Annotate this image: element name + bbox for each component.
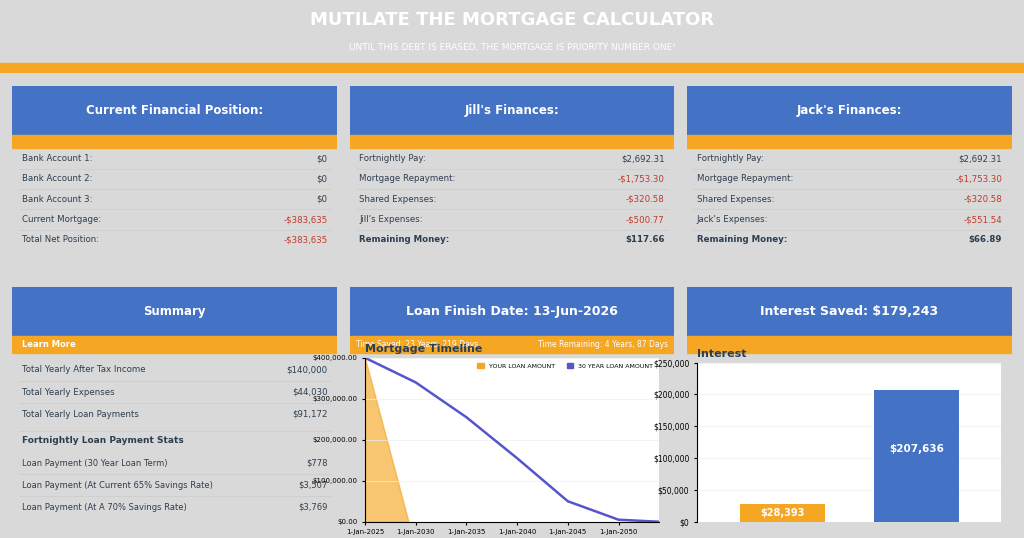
Text: MUTILATE THE MORTGAGE CALCULATOR: MUTILATE THE MORTGAGE CALCULATOR xyxy=(310,11,714,30)
Text: Interest Saved: $179,243: Interest Saved: $179,243 xyxy=(760,305,938,318)
Text: Time Saved: 23 Years, 219 Days: Time Saved: 23 Years, 219 Days xyxy=(356,340,478,349)
Bar xyxy=(0,63,1024,73)
Text: Shared Expenses:: Shared Expenses: xyxy=(696,195,774,204)
Bar xyxy=(12,287,337,336)
Text: Remaining Money:: Remaining Money: xyxy=(696,236,786,244)
Text: $44,030: $44,030 xyxy=(292,387,328,397)
Text: Bank Account 2:: Bank Account 2: xyxy=(23,174,92,183)
Text: $0: $0 xyxy=(316,174,328,183)
Text: $117.66: $117.66 xyxy=(626,236,665,244)
Bar xyxy=(349,135,675,148)
Text: Remaining Money:: Remaining Money: xyxy=(359,236,450,244)
Text: Learn More: Learn More xyxy=(23,340,76,349)
Text: Jill's Expenses:: Jill's Expenses: xyxy=(359,215,423,224)
Text: Fortnightly Loan Payment Stats: Fortnightly Loan Payment Stats xyxy=(23,436,183,445)
Text: Loan Payment (At A 70% Savings Rate): Loan Payment (At A 70% Savings Rate) xyxy=(23,502,186,512)
Text: Total Net Position:: Total Net Position: xyxy=(23,236,99,244)
Text: Total Yearly After Tax Income: Total Yearly After Tax Income xyxy=(23,365,145,374)
Text: Loan Finish Date: 13-Jun-2026: Loan Finish Date: 13-Jun-2026 xyxy=(407,305,617,318)
Text: Summary: Summary xyxy=(143,305,206,318)
Bar xyxy=(12,336,337,353)
Text: Current Mortgage:: Current Mortgage: xyxy=(23,215,101,224)
Text: UNTIL THIS DEBT IS ERASED, THE MORTGAGE IS PRIORITY NUMBER ONE!: UNTIL THIS DEBT IS ERASED, THE MORTGAGE … xyxy=(348,43,676,52)
Bar xyxy=(687,135,1012,148)
Text: Fortnightly Pay:: Fortnightly Pay: xyxy=(696,154,763,163)
Text: Total Yearly Expenses: Total Yearly Expenses xyxy=(23,387,115,397)
Bar xyxy=(349,86,675,136)
Text: $3,769: $3,769 xyxy=(298,502,328,512)
Text: -$383,635: -$383,635 xyxy=(284,236,328,244)
Text: Jill's Finances:: Jill's Finances: xyxy=(465,104,559,117)
Text: -$500.77: -$500.77 xyxy=(626,215,665,224)
Bar xyxy=(349,287,675,336)
Text: $91,172: $91,172 xyxy=(292,409,328,419)
Text: Bank Account 1:: Bank Account 1: xyxy=(23,154,92,163)
Bar xyxy=(12,86,337,136)
Text: -$1,753.30: -$1,753.30 xyxy=(955,174,1001,183)
Text: $28,393: $28,393 xyxy=(760,508,805,518)
Text: Fortnightly Pay:: Fortnightly Pay: xyxy=(359,154,426,163)
Text: -$551.54: -$551.54 xyxy=(964,215,1001,224)
Bar xyxy=(349,336,675,353)
Text: Loan Payment (30 Year Loan Term): Loan Payment (30 Year Loan Term) xyxy=(23,458,168,468)
Text: -$320.58: -$320.58 xyxy=(964,195,1001,204)
Text: Jack's Expenses:: Jack's Expenses: xyxy=(696,215,768,224)
Text: Shared Expenses:: Shared Expenses: xyxy=(359,195,436,204)
Bar xyxy=(687,336,1012,353)
Text: Bank Account 3:: Bank Account 3: xyxy=(23,195,92,204)
Legend: YOUR LOAN AMOUNT, 30 YEAR LOAN AMOUNT: YOUR LOAN AMOUNT, 30 YEAR LOAN AMOUNT xyxy=(475,361,656,371)
Text: -$1,753.30: -$1,753.30 xyxy=(617,174,665,183)
Text: Time Remaining: 4 Years, 87 Days: Time Remaining: 4 Years, 87 Days xyxy=(538,340,668,349)
Bar xyxy=(739,504,825,522)
Text: Mortgage Repayment:: Mortgage Repayment: xyxy=(696,174,793,183)
Text: $2,692.31: $2,692.31 xyxy=(622,154,665,163)
Text: -$383,635: -$383,635 xyxy=(284,215,328,224)
Text: Mortgage Timeline: Mortgage Timeline xyxy=(365,344,482,354)
Text: Total Yearly Loan Payments: Total Yearly Loan Payments xyxy=(23,409,139,419)
Text: -$320.58: -$320.58 xyxy=(626,195,665,204)
Text: $0: $0 xyxy=(316,195,328,204)
Text: $3,507: $3,507 xyxy=(298,480,328,490)
Text: $0: $0 xyxy=(316,154,328,163)
Text: Mortgage Repayment:: Mortgage Repayment: xyxy=(359,174,456,183)
Text: Loan Payment (At Current 65% Savings Rate): Loan Payment (At Current 65% Savings Rat… xyxy=(23,480,213,490)
Text: $778: $778 xyxy=(306,458,328,468)
Bar xyxy=(873,390,958,522)
Text: Jack's Finances:: Jack's Finances: xyxy=(797,104,902,117)
Bar xyxy=(687,287,1012,336)
Text: Interest: Interest xyxy=(697,349,746,359)
Bar xyxy=(12,135,337,148)
Text: $66.89: $66.89 xyxy=(969,236,1001,244)
Bar xyxy=(687,86,1012,136)
Text: $140,000: $140,000 xyxy=(287,365,328,374)
Text: $2,692.31: $2,692.31 xyxy=(958,154,1001,163)
Text: Current Financial Position:: Current Financial Position: xyxy=(86,104,263,117)
Text: $207,636: $207,636 xyxy=(889,444,944,454)
